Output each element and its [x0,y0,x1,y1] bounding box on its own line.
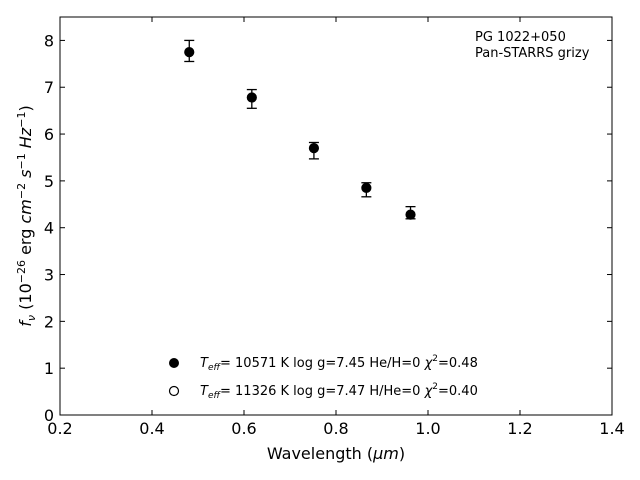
y-tick-label: 2 [44,312,54,331]
x-axis-title: Wavelength (μm) [267,444,405,463]
legend-marker-filled [169,358,179,368]
data-point [361,182,372,194]
data-point [405,209,416,220]
y-axis-title: fν (10−26 erg cm−2 s−1 Hz−1) [15,105,38,326]
x-tick-label: 1.4 [599,419,624,438]
y-tick-label: 1 [44,359,54,378]
x-tick-label: 0.6 [231,419,256,438]
legend-entry-1: Teff= 10571 K log g=7.45 He/H=0 χ2=0.48 [200,354,478,373]
y-tick-label: 7 [44,78,54,97]
x-tick-label: 1.0 [415,419,440,438]
object-annotation: PG 1022+050 [475,30,566,45]
survey-annotation: Pan-STARRS grizy [475,46,590,61]
data-points [184,47,416,220]
error-bars [184,39,416,220]
x-tick-label: 0.4 [139,419,164,438]
data-point [308,143,320,154]
y-tick-label: 3 [44,266,54,285]
y-tick-label: 0 [44,406,54,425]
y-tick-label: 8 [44,31,54,50]
data-point [246,92,257,103]
x-tick-label: 0.2 [47,419,72,438]
legend-entry-2: Teff= 11326 K log g=7.47 H/He=0 χ2=0.40 [200,382,478,401]
legend-marker-open [168,385,180,397]
legend: Teff= 10571 K log g=7.45 He/H=0 χ2=0.48 … [168,354,478,401]
tick-labels: 0.2 0.4 0.6 0.8 1.0 1.2 1.4 0 1 2 3 4 5 6 7 8 [44,31,625,438]
y-tick-label: 4 [44,219,54,238]
x-tick-label: 1.2 [507,419,532,438]
y-tick-label: 5 [44,172,54,191]
data-point [184,47,195,58]
y-tick-label: 6 [44,125,54,144]
plot-frame [59,16,613,416]
x-tick-label: 0.8 [323,419,348,438]
